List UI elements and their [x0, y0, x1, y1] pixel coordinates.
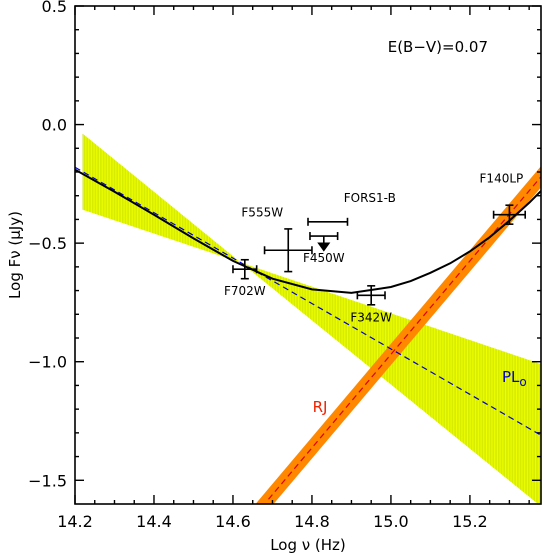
point-label-fors1-b: FORS1-B: [344, 191, 396, 205]
data-point-fors1-b: [307, 217, 349, 226]
point-label-f450w: F450W: [303, 251, 345, 265]
point-label-f555w: F555W: [241, 205, 283, 219]
y-axis-title: Log Fν (μJy): [6, 211, 24, 299]
data-point-f555w: [263, 228, 313, 273]
annotation-ebv: E(B−V)=0.07: [388, 38, 488, 56]
point-label-f140lp: F140LP: [480, 172, 524, 186]
x-tick-label: 14.6: [215, 512, 251, 531]
point-label-f342w: F342W: [350, 310, 392, 324]
y-tick-label: 0.0: [42, 116, 67, 135]
total-model-curve: [75, 168, 541, 294]
y-tick-label: 0.5: [42, 0, 67, 16]
x-tick-label: 15.0: [373, 512, 409, 531]
x-tick-label: 15.2: [452, 512, 488, 531]
y-tick-label: −1.0: [28, 353, 67, 372]
data-point-f702w: [232, 258, 258, 280]
upper-limit-arrowhead: [317, 242, 331, 252]
x-tick-label: 14.4: [136, 512, 172, 531]
pl-label-subscript: o: [519, 375, 526, 389]
x-axis-title: Log ν (Hz): [270, 536, 346, 554]
data-point-f140lp: [492, 204, 527, 225]
y-tick-label: −1.5: [28, 471, 67, 490]
data-point-f342w: [356, 285, 386, 306]
x-tick-label: 14.2: [57, 512, 93, 531]
rj-label: RJ: [313, 398, 328, 416]
point-label-f702w: F702W: [224, 284, 266, 298]
x-tick-label: 14.8: [294, 512, 330, 531]
y-tick-label: −0.5: [28, 234, 67, 253]
data-point-f450w: [309, 232, 339, 252]
rj-line: [268, 176, 541, 500]
plot-frame: [74, 5, 542, 505]
tick-marks: [74, 5, 541, 504]
